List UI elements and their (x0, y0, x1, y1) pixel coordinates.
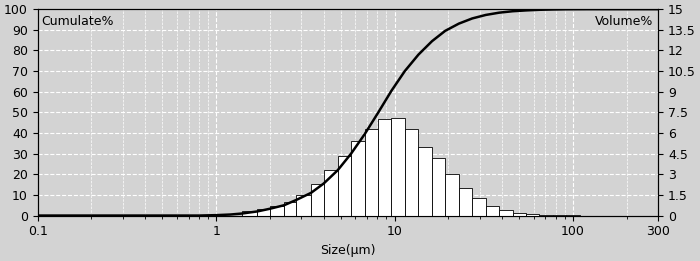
Bar (365, 129, 378, 216)
Bar (338, 156, 351, 216)
Bar (242, 211, 258, 216)
Bar (553, 215, 566, 216)
Bar (296, 195, 311, 216)
Bar (391, 118, 405, 216)
Bar (540, 215, 553, 216)
Bar (512, 213, 526, 216)
Bar (526, 214, 540, 216)
Bar (499, 210, 512, 216)
Bar (419, 147, 432, 216)
Bar (258, 209, 270, 216)
Bar (445, 174, 459, 216)
X-axis label: Size(μm): Size(μm) (321, 244, 376, 257)
Bar (351, 141, 365, 216)
Bar (270, 206, 284, 216)
Bar (432, 158, 445, 216)
Bar (284, 202, 296, 216)
Text: Volume%: Volume% (595, 15, 653, 28)
Bar (473, 198, 486, 216)
Bar (378, 119, 391, 216)
Bar (405, 129, 419, 216)
Bar (486, 206, 499, 216)
Text: Cumulate%: Cumulate% (41, 15, 113, 28)
Bar (311, 184, 323, 216)
Bar (459, 188, 473, 216)
Bar (323, 170, 338, 216)
